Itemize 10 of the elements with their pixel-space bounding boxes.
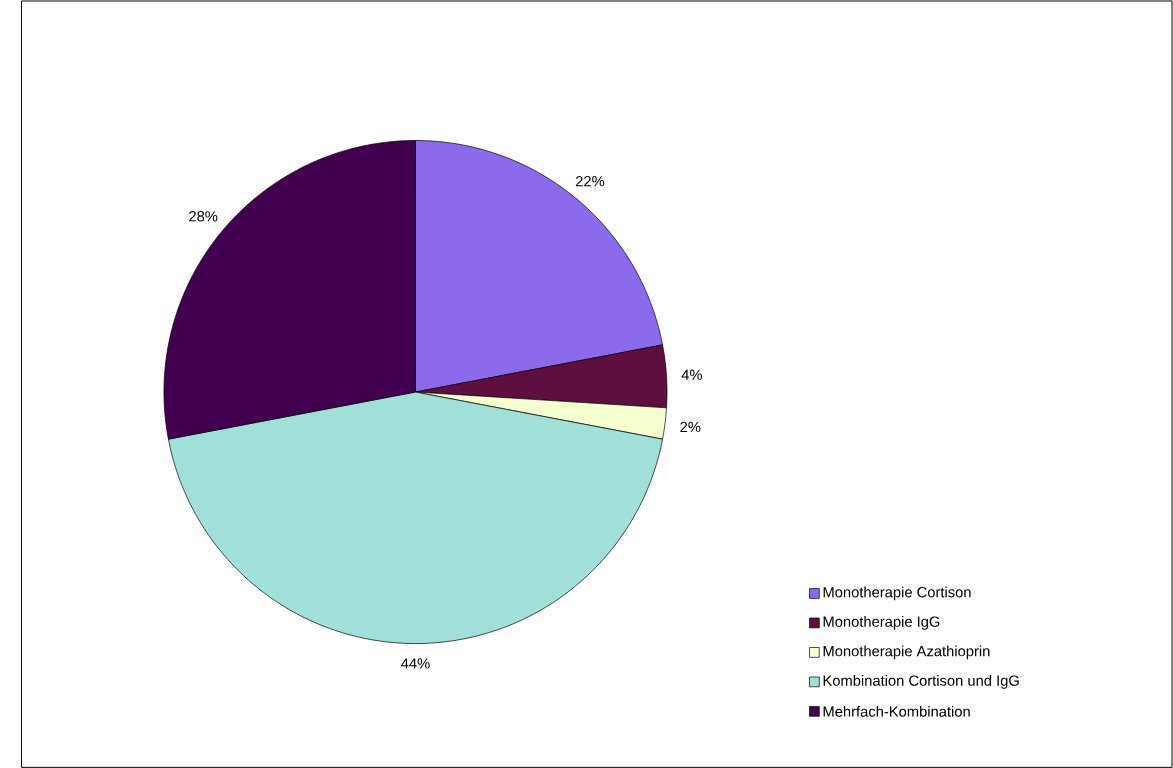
data-label: 2% bbox=[680, 421, 701, 432]
legend-label: Monotherapie Azathioprin bbox=[823, 645, 990, 660]
data-label: 28% bbox=[189, 210, 218, 222]
legend-label: Kombination Cortison und IgG bbox=[823, 674, 1019, 689]
data-label: 22% bbox=[575, 175, 605, 187]
legend-label: Monotherapie IgG bbox=[823, 615, 940, 630]
legend-label: Mehrfach-Kombination bbox=[823, 705, 970, 717]
data-label: 4% bbox=[681, 369, 702, 380]
legend-label: Monotherapie Cortison bbox=[823, 586, 971, 601]
data-label: 44% bbox=[401, 658, 430, 669]
